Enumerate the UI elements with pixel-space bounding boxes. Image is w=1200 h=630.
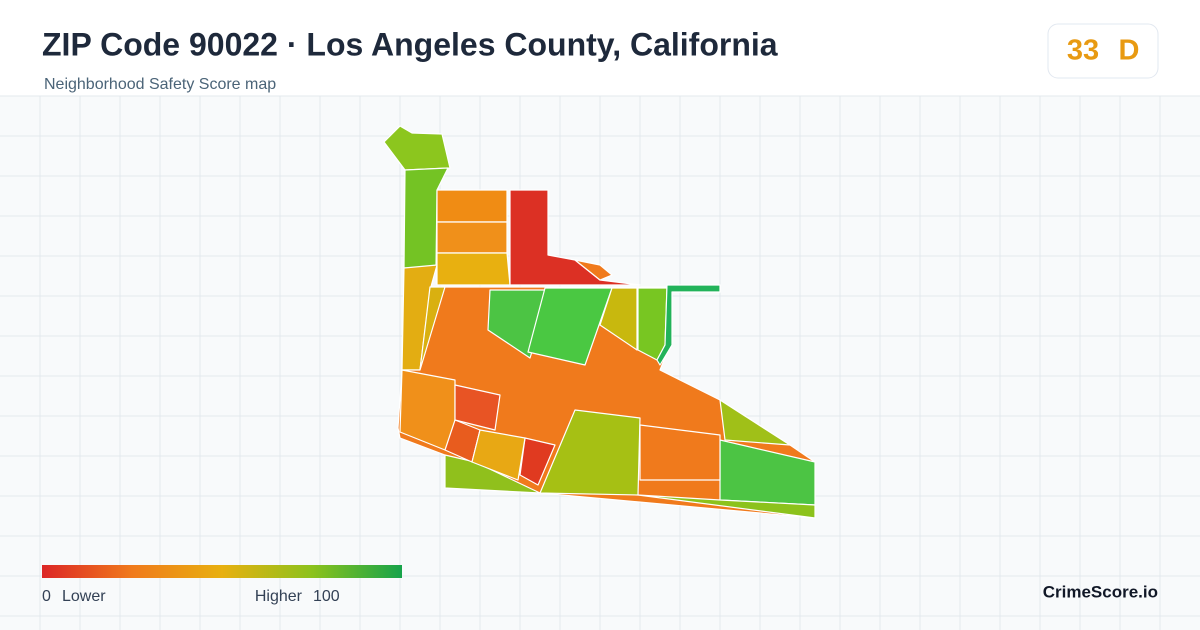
legend-min: 0 (42, 588, 51, 605)
brand: CrimeScore.io (1043, 582, 1158, 601)
map-area (656, 284, 721, 366)
score-value: 33 (1067, 35, 1099, 67)
map-area (519, 437, 556, 486)
score-grade: D (1119, 35, 1140, 67)
map-area (436, 189, 508, 223)
map-area (639, 424, 721, 481)
subtitle: Neighborhood Safety Score map (44, 76, 276, 93)
map-grid (0, 96, 1200, 630)
map-area (574, 259, 613, 281)
map-area (527, 287, 613, 366)
title: ZIP Code 90022 · Los Angeles County, Cal… (42, 26, 778, 62)
map-area (444, 454, 541, 494)
zip-map (383, 125, 816, 519)
legend-max-label: Higher (255, 588, 303, 605)
score-card (1047, 23, 1159, 79)
map-area (637, 494, 816, 519)
header-bar (0, 0, 1200, 96)
map-area (719, 399, 791, 446)
legend-max: 100 (313, 588, 340, 605)
legend-min-label: Lower (62, 588, 106, 605)
map-area (539, 409, 641, 496)
map-area (436, 252, 511, 286)
map-area (471, 429, 526, 481)
map-area (454, 384, 501, 431)
legend-gradient (42, 565, 402, 578)
map-area (599, 287, 638, 351)
map-area (436, 221, 508, 254)
